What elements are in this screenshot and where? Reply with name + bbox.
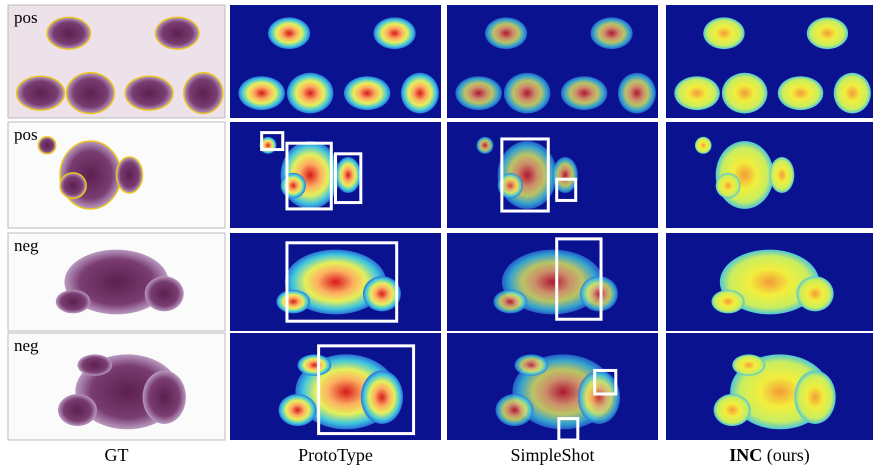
row-label: neg: [14, 336, 39, 355]
tissue: [47, 17, 90, 49]
heat-region: [695, 137, 712, 154]
heat-region: [238, 76, 284, 110]
tissue: [67, 73, 115, 114]
heat-region: [477, 137, 494, 154]
tissue: [184, 73, 223, 114]
tissue: [143, 370, 186, 424]
image-tile: neg: [8, 333, 225, 440]
tissue: [38, 137, 55, 154]
tissue: [58, 394, 97, 426]
heat-region: [703, 17, 744, 49]
image-tile: [230, 333, 441, 440]
tissue: [17, 76, 65, 110]
heat-region: [722, 73, 768, 114]
heat-region: [578, 370, 620, 424]
heat-region: [287, 73, 333, 114]
heat-region: [618, 73, 656, 114]
column-label-bold: INC: [729, 445, 762, 465]
image-tile: [230, 5, 441, 118]
heat-region: [515, 354, 549, 375]
heat-region: [279, 394, 317, 426]
column-label: INC (ours): [729, 445, 810, 466]
column-label-text: GT: [105, 445, 129, 465]
image-tile: [447, 5, 658, 118]
image-tile: [666, 333, 873, 440]
heat-region: [336, 157, 361, 193]
heat-region: [373, 17, 415, 49]
heat-region: [281, 173, 306, 198]
column-label-text: SimpleShot: [510, 445, 594, 465]
heat-region: [778, 76, 824, 110]
labels: GT ProtoType SimpleShot INC (ours): [105, 445, 810, 466]
heat-region: [561, 76, 607, 110]
image-tile: [230, 233, 441, 331]
image-tile: [447, 122, 658, 228]
heat-region: [344, 76, 390, 110]
tissue: [60, 173, 86, 198]
heat-region: [712, 290, 745, 314]
heat-region: [716, 173, 741, 198]
column-label: ProtoType: [298, 445, 373, 465]
heat-region: [714, 394, 751, 426]
heat-region: [401, 73, 439, 114]
image-tile: [447, 233, 658, 331]
tissue: [117, 157, 143, 193]
row-label: neg: [14, 236, 39, 255]
heat-region: [807, 17, 848, 49]
column-label: SimpleShot: [510, 445, 594, 465]
heat-region: [590, 17, 632, 49]
tissue: [156, 17, 199, 49]
tissue: [56, 290, 91, 314]
heat-region: [298, 354, 332, 375]
image-tile: pos: [8, 5, 225, 118]
heat-region: [268, 17, 310, 49]
heat-region: [580, 276, 618, 311]
heat-region: [796, 276, 833, 311]
heat-region: [455, 76, 501, 110]
tissue: [145, 276, 184, 311]
heat-region: [361, 370, 403, 424]
heat-region: [770, 157, 795, 193]
heat-region: [493, 290, 527, 314]
column-label: GT: [105, 445, 129, 465]
heat-region: [674, 76, 720, 110]
column-label-text: (ours): [767, 445, 810, 466]
image-tile: [447, 333, 658, 440]
heat-region: [485, 17, 527, 49]
image-tile: pos: [8, 122, 225, 228]
heat-region: [834, 73, 871, 114]
image-tile: neg: [8, 233, 225, 331]
heat-region: [276, 290, 310, 314]
row-label: pos: [14, 125, 38, 144]
heat-region: [732, 354, 765, 375]
image-grid: pos pos neg neg: [8, 5, 873, 440]
heat-region: [794, 370, 835, 424]
image-tile: [666, 5, 873, 118]
tissue: [77, 354, 112, 375]
figure: pos pos neg neg GT ProtoType SimpleShot INC (o…: [0, 0, 873, 466]
column-label-text: ProtoType: [298, 445, 373, 465]
tissue: [125, 76, 173, 110]
image-tile: [230, 122, 441, 228]
heat-region: [496, 394, 534, 426]
heat-region: [504, 73, 550, 114]
row-label: pos: [14, 8, 38, 27]
image-tile: [666, 233, 873, 331]
image-tile: [666, 122, 873, 228]
